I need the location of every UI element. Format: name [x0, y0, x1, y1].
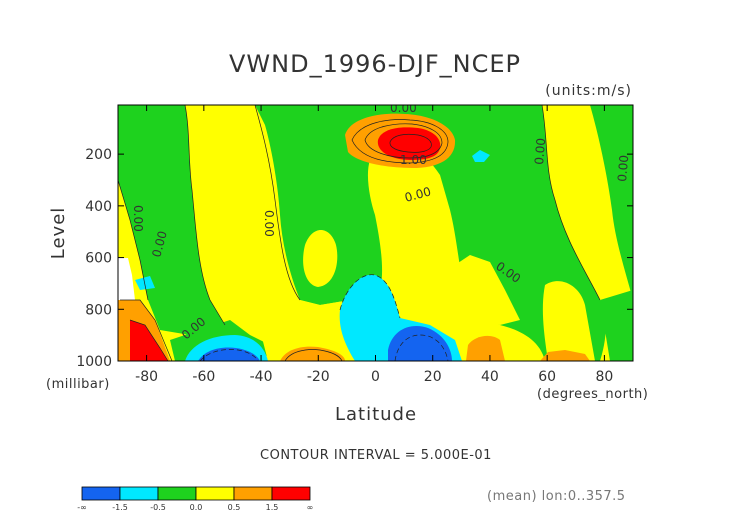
x-tick-label: 0	[371, 369, 380, 385]
units-label: (units:m/s)	[545, 83, 632, 99]
contour-line	[120, 299, 173, 361]
y-tick-label: 400	[85, 199, 112, 215]
region-yellow-lowcentral	[260, 300, 360, 361]
x-axis: -80 -60 -40 -20 0 20 40 60 80	[135, 105, 613, 385]
colorbar-label: -∞	[77, 503, 87, 512]
region-orange-lowmid	[280, 346, 345, 361]
x-tick-label: -80	[135, 369, 158, 385]
colorbar-swatch	[271, 486, 311, 501]
contour-line	[254, 105, 301, 301]
x-tick-label: 80	[595, 369, 613, 385]
contour-line	[364, 123, 443, 159]
region-green-eastlow	[600, 290, 633, 361]
region-red-upper	[377, 127, 441, 160]
colorbar: -∞ -1.5 -0.5 0.0 0.5 1.5 ∞	[77, 486, 314, 512]
y-tick-label: 600	[85, 251, 112, 267]
contour-label: 0.00	[149, 229, 169, 258]
contour-line	[184, 105, 226, 326]
x-units-label: (degrees_north)	[537, 387, 648, 402]
y-units-label: (millibar)	[46, 377, 110, 392]
contour-line	[284, 349, 343, 361]
contour-line	[339, 274, 401, 319]
colorbar-swatch	[233, 486, 273, 501]
colorbar-swatch	[157, 486, 197, 501]
region-red-polar	[130, 320, 168, 361]
contour-line	[541, 105, 601, 301]
colorbar-label: 1.5	[266, 503, 279, 512]
chart-title: VWND_1996-DJF_NCEP	[229, 50, 521, 78]
colorbar-label: 0.5	[228, 503, 241, 512]
region-cyan-smallwest	[135, 276, 155, 290]
region-orange-lowfar	[540, 350, 590, 361]
contour-line	[129, 319, 169, 361]
colorbar-label: -0.5	[150, 503, 166, 512]
contour-label: 0.00	[390, 101, 417, 115]
contour-interval-label: CONTOUR INTERVAL = 5.000E-01	[260, 448, 492, 463]
contour-field: 0.00 0.00 0.00 0.00 0.00 1.00 0.00 0.00 …	[118, 101, 633, 361]
colorbar-swatch	[195, 486, 235, 501]
contour-label: 0.00	[131, 205, 145, 232]
region-missing	[118, 258, 135, 300]
region-green-east	[590, 105, 633, 300]
y-tick-label: 1000	[76, 354, 112, 370]
region-blue-west	[198, 347, 260, 361]
contour-label: 0.00	[262, 210, 276, 237]
colorbar-label: -1.5	[112, 503, 128, 512]
x-axis-label: Latitude	[335, 404, 417, 425]
y-tick-label: 800	[85, 302, 112, 318]
x-tick-label: 40	[481, 369, 499, 385]
region-yellow-island-3	[542, 281, 595, 361]
region-yellow-island-1	[303, 230, 338, 287]
footer-label: (mean) lon:0..357.5	[487, 489, 626, 504]
contour-line	[351, 119, 449, 164]
contour-lines	[118, 105, 601, 361]
region-blue-central	[388, 326, 452, 361]
region-yellow-island-2	[455, 255, 520, 325]
y-axis: 200 400 600 800 1000	[76, 147, 633, 370]
region-cyan-smallupper	[472, 150, 490, 162]
region-orange-lownorth	[466, 335, 505, 361]
x-tick-label: -20	[307, 369, 330, 385]
contour-line	[199, 349, 259, 361]
region-green-central	[255, 105, 606, 361]
contour-label: 0.00	[532, 137, 548, 165]
colorbar-swatch	[81, 486, 121, 501]
contour-label: 0.00	[403, 184, 432, 204]
colorbar-label: 0.0	[190, 503, 203, 512]
x-tick-label: 60	[538, 369, 556, 385]
contour-line	[389, 133, 432, 153]
contour-label: 1.00	[400, 153, 427, 167]
x-tick-label: -40	[250, 369, 273, 385]
colorbar-label: ∞	[307, 503, 314, 512]
contour-line	[118, 179, 149, 301]
y-tick-label: 200	[85, 147, 112, 163]
y-axis-label: Level	[48, 207, 69, 260]
contour-label: 0.00	[615, 154, 631, 182]
x-tick-label: -60	[192, 369, 215, 385]
x-tick-label: 20	[424, 369, 442, 385]
colorbar-swatch	[119, 486, 159, 501]
